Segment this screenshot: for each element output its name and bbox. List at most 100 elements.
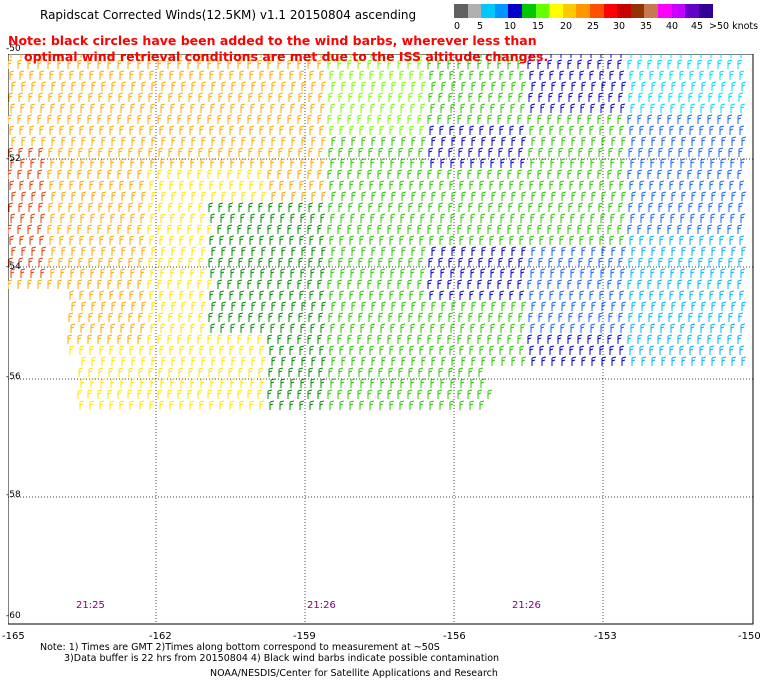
wind-barb	[527, 279, 533, 289]
wind-barb	[519, 345, 525, 355]
wind-barb	[90, 103, 96, 113]
wind-barb	[408, 147, 414, 157]
wind-barb	[429, 70, 435, 80]
wind-barb	[271, 136, 277, 146]
wind-barb	[538, 202, 544, 212]
wind-barb	[168, 312, 174, 322]
wind-barb	[677, 224, 683, 234]
wind-barb	[640, 54, 642, 58]
wind-barb	[589, 70, 595, 80]
wind-barb	[728, 257, 734, 267]
wind-barb	[379, 345, 385, 355]
wind-barb	[117, 224, 123, 234]
wind-barb	[39, 125, 45, 135]
time-label: 21:25	[76, 600, 105, 611]
wind-barb	[37, 224, 43, 234]
wind-barb	[389, 345, 395, 355]
wind-barb	[27, 279, 33, 289]
wind-barb	[507, 279, 513, 289]
wind-barb	[388, 312, 394, 322]
wind-barb	[400, 378, 406, 388]
wind-barb	[421, 246, 427, 256]
wind-barb	[738, 312, 744, 322]
wind-barb	[379, 125, 385, 135]
wind-barb	[139, 345, 145, 355]
wind-barb	[561, 356, 567, 366]
wind-barb	[88, 257, 94, 267]
wind-barb	[701, 301, 707, 311]
wind-barb	[698, 92, 704, 102]
wind-barb	[49, 180, 55, 190]
wind-barb	[598, 312, 604, 322]
wind-barb	[150, 158, 156, 168]
wind-barb	[520, 268, 526, 278]
wind-barb	[351, 246, 357, 256]
wind-barb	[137, 169, 143, 179]
wind-barb	[349, 290, 355, 300]
wind-barb	[358, 312, 364, 322]
wind-barb	[568, 257, 574, 267]
wind-barb	[560, 103, 566, 113]
wind-barb	[157, 334, 163, 344]
wind-barb	[461, 81, 467, 91]
wind-barb	[667, 59, 673, 69]
wind-barb	[218, 367, 224, 377]
wind-barb	[98, 147, 104, 157]
wind-barb	[100, 323, 106, 333]
wind-barb	[237, 389, 243, 399]
wind-barb	[430, 323, 436, 333]
wind-barb	[477, 334, 483, 344]
wind-barb	[130, 268, 136, 278]
wind-barb	[600, 323, 606, 333]
wind-barb	[629, 345, 635, 355]
wind-barb	[167, 59, 173, 69]
colorbar-tick-label: >50 knots	[709, 21, 759, 32]
wind-barb	[490, 54, 492, 58]
wind-barb	[611, 136, 617, 146]
wind-barb	[61, 246, 67, 256]
wind-barb	[397, 279, 403, 289]
wind-barb	[77, 59, 83, 69]
longitude-label: -165	[2, 631, 25, 642]
wind-barb	[278, 202, 284, 212]
wind-barb	[738, 147, 744, 157]
wind-barb	[648, 202, 654, 212]
wind-barb	[307, 389, 313, 399]
wind-barb	[258, 202, 264, 212]
wind-barb	[471, 301, 477, 311]
wind-barb	[418, 92, 424, 102]
wind-barb	[681, 246, 687, 256]
wind-barb	[657, 114, 663, 124]
colorbar-swatch	[481, 4, 496, 18]
wind-barb	[31, 81, 37, 91]
wind-barb	[100, 268, 106, 278]
wind-barb	[240, 103, 246, 113]
wind-barb	[430, 54, 432, 58]
wind-barb	[607, 169, 613, 179]
wind-barb	[488, 202, 494, 212]
wind-barb	[230, 103, 236, 113]
wind-barb	[418, 367, 424, 377]
wind-barb	[81, 81, 87, 91]
wind-barb	[271, 191, 277, 201]
wind-barb	[737, 114, 743, 124]
wind-barb	[89, 345, 95, 355]
wind-barb	[179, 125, 185, 135]
wind-barb	[329, 125, 335, 135]
wind-barb	[50, 158, 56, 168]
wind-barb	[299, 70, 305, 80]
wind-barb	[218, 147, 224, 157]
wind-barb	[449, 180, 455, 190]
wind-barb	[128, 147, 134, 157]
wind-barb	[210, 323, 216, 333]
wind-barb	[159, 125, 165, 135]
wind-barb	[248, 92, 254, 102]
wind-barb	[338, 147, 344, 157]
wind-barb	[377, 389, 383, 399]
wind-barb	[158, 147, 164, 157]
wind-barb	[168, 367, 174, 377]
wind-barb	[551, 81, 557, 91]
wind-barb	[571, 356, 577, 366]
wind-barb	[409, 345, 415, 355]
wind-barb	[730, 158, 736, 168]
